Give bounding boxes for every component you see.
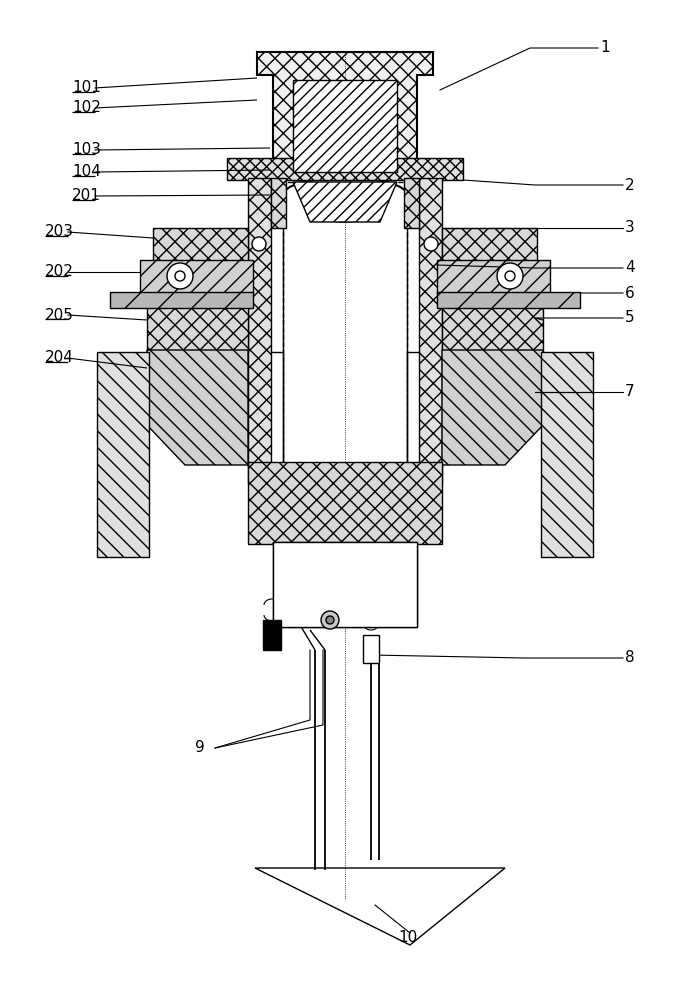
- Text: 202: 202: [45, 264, 74, 279]
- Text: 104: 104: [72, 164, 101, 180]
- Text: 205: 205: [45, 308, 74, 322]
- Polygon shape: [437, 260, 550, 294]
- Bar: [248, 462, 442, 544]
- Text: 4: 4: [625, 260, 635, 275]
- Text: 8: 8: [625, 650, 635, 666]
- Polygon shape: [140, 260, 253, 294]
- Bar: [97, 352, 149, 557]
- Polygon shape: [147, 350, 248, 465]
- Bar: [227, 158, 463, 180]
- Circle shape: [167, 263, 193, 289]
- Text: 2: 2: [625, 178, 635, 192]
- Circle shape: [497, 263, 523, 289]
- Polygon shape: [442, 228, 537, 262]
- Bar: [419, 178, 442, 483]
- Bar: [248, 352, 283, 467]
- Bar: [263, 620, 281, 650]
- Bar: [273, 542, 417, 627]
- Polygon shape: [442, 306, 543, 352]
- Polygon shape: [110, 292, 253, 308]
- Bar: [363, 635, 379, 663]
- Text: 6: 6: [625, 286, 635, 300]
- Bar: [283, 182, 407, 562]
- Text: 10: 10: [398, 930, 417, 946]
- Polygon shape: [257, 52, 433, 172]
- Bar: [407, 352, 442, 467]
- Circle shape: [321, 611, 339, 629]
- Text: 204: 204: [45, 351, 74, 365]
- Polygon shape: [147, 306, 248, 352]
- Text: 102: 102: [72, 101, 101, 115]
- Text: 7: 7: [625, 384, 635, 399]
- Text: 1: 1: [600, 40, 610, 55]
- Polygon shape: [293, 182, 397, 222]
- Bar: [271, 178, 286, 228]
- Polygon shape: [437, 292, 580, 308]
- Circle shape: [505, 271, 515, 281]
- Bar: [273, 542, 417, 627]
- Text: 103: 103: [72, 142, 101, 157]
- Circle shape: [424, 237, 438, 251]
- Polygon shape: [293, 80, 397, 172]
- Polygon shape: [153, 228, 248, 262]
- Circle shape: [326, 616, 334, 624]
- Text: 5: 5: [625, 310, 635, 326]
- Text: 3: 3: [625, 221, 635, 235]
- Circle shape: [175, 271, 185, 281]
- Circle shape: [252, 237, 266, 251]
- Polygon shape: [442, 350, 543, 465]
- Text: 9: 9: [195, 740, 205, 756]
- Bar: [248, 178, 271, 483]
- Bar: [541, 352, 593, 557]
- Text: 101: 101: [72, 81, 101, 96]
- Bar: [404, 178, 419, 228]
- Text: 203: 203: [45, 225, 74, 239]
- Text: 201: 201: [72, 188, 101, 204]
